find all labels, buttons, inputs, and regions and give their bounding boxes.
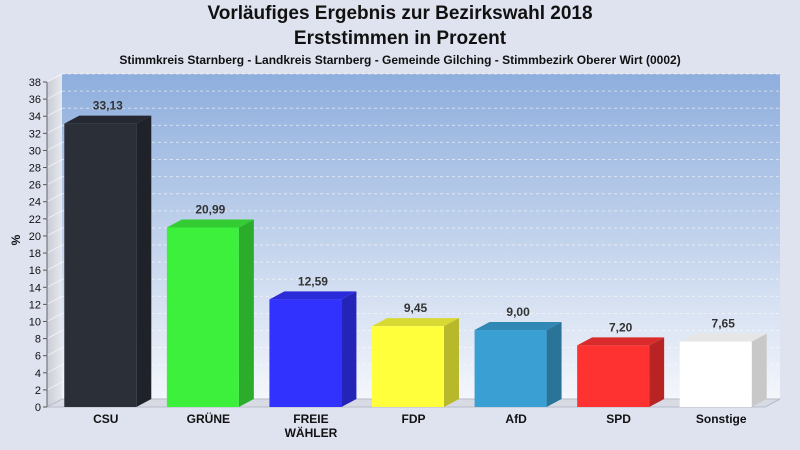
gridline-side <box>46 278 63 288</box>
bar-side <box>649 337 665 407</box>
bar-top <box>679 333 767 342</box>
bar-top <box>372 318 459 327</box>
y-tick-label: 8 <box>35 334 41 346</box>
y-tick-label: 14 <box>29 282 41 294</box>
bar-spd <box>577 337 665 407</box>
y-axis-label: % <box>9 234 23 245</box>
y-tick-label: 2 <box>35 385 41 397</box>
bar-top <box>577 337 665 346</box>
chart-subtitle: Stimmkreis Starnberg - Landkreis Starnbe… <box>119 53 681 67</box>
gridline-side <box>46 381 63 391</box>
gridline-side <box>46 141 63 151</box>
x-tick-label: Sonstige <box>696 412 747 426</box>
gridline-side <box>46 227 63 237</box>
chart-title-line2: Erststimmen in Prozent <box>293 28 507 49</box>
bar-csu <box>64 115 152 408</box>
bar-side <box>238 219 254 407</box>
x-tick-label: FREIE WÄHLER <box>285 412 338 440</box>
data-label: 12,59 <box>298 274 328 288</box>
gridline-side <box>46 124 63 134</box>
y-tick-label: 6 <box>35 351 41 363</box>
bar-front <box>64 123 137 408</box>
bar-fdp <box>372 318 459 407</box>
x-tick-label: SPD <box>606 412 631 426</box>
bar-top <box>166 219 254 228</box>
bar-front <box>474 330 547 407</box>
data-label: 33,13 <box>93 99 123 113</box>
y-tick-label: 16 <box>29 265 41 277</box>
bar-front <box>166 227 239 407</box>
bar-side <box>444 318 459 407</box>
x-tick-label: AfD <box>505 412 527 426</box>
gridline-side <box>46 244 63 254</box>
data-label: 9,00 <box>506 305 530 319</box>
data-label: 9,45 <box>404 301 428 315</box>
y-tick-label: 34 <box>29 111 41 123</box>
bar-grüne <box>166 219 254 407</box>
bar-top <box>269 291 357 300</box>
y-tick-label: 38 <box>29 77 41 89</box>
data-label: 7,65 <box>712 317 736 331</box>
data-label: 20,99 <box>195 202 225 216</box>
gridline-side <box>46 73 63 83</box>
gridline-side <box>46 210 63 220</box>
data-label: 7,20 <box>609 320 633 334</box>
plot-side-wall <box>47 74 62 407</box>
y-tick-label: 4 <box>35 368 41 380</box>
bar-front <box>269 299 342 407</box>
bar-side <box>546 322 562 407</box>
bar-sonstige <box>679 333 767 407</box>
y-tick-label: 24 <box>29 197 41 209</box>
gridline-side <box>46 364 63 374</box>
gridline-side <box>46 193 63 203</box>
gridline-side <box>46 107 63 117</box>
gridline-side <box>46 261 63 271</box>
bar-front <box>679 341 752 407</box>
y-tick-label: 26 <box>29 180 41 192</box>
bar-top <box>474 322 562 331</box>
bar-top <box>64 115 152 124</box>
gridline-side <box>46 347 63 357</box>
bar-front <box>372 326 444 407</box>
y-tick-label: 12 <box>29 299 41 311</box>
bar-freie-wähler <box>269 291 357 407</box>
bar-side <box>136 115 152 408</box>
y-tick-label: 32 <box>29 128 41 140</box>
gridline-side <box>46 159 63 168</box>
y-tick-label: 28 <box>29 163 41 175</box>
y-tick-label: 10 <box>29 316 41 328</box>
bar-front <box>577 345 650 407</box>
y-tick-label: 0 <box>35 402 41 414</box>
gridline-side <box>46 295 63 305</box>
x-tick-label: FDP <box>402 412 426 426</box>
gridline-side <box>46 330 63 340</box>
chart-title: Vorläufiges Ergebnis zur Bezirkswahl 201… <box>207 3 593 24</box>
y-tick-label: 30 <box>29 145 41 157</box>
x-tick-label: GRÜNE <box>187 411 230 426</box>
bar-afd <box>474 322 562 407</box>
bar-side <box>341 291 357 407</box>
y-tick-label: 18 <box>29 248 41 260</box>
gridline-side <box>46 176 63 186</box>
bar-side <box>751 333 767 407</box>
y-tick-label: 36 <box>29 94 41 106</box>
gridline-side <box>46 90 63 100</box>
y-tick-label: 22 <box>29 214 41 226</box>
gridline-side <box>46 313 63 322</box>
y-tick-label: 20 <box>29 231 41 243</box>
x-tick-label: CSU <box>93 412 118 426</box>
